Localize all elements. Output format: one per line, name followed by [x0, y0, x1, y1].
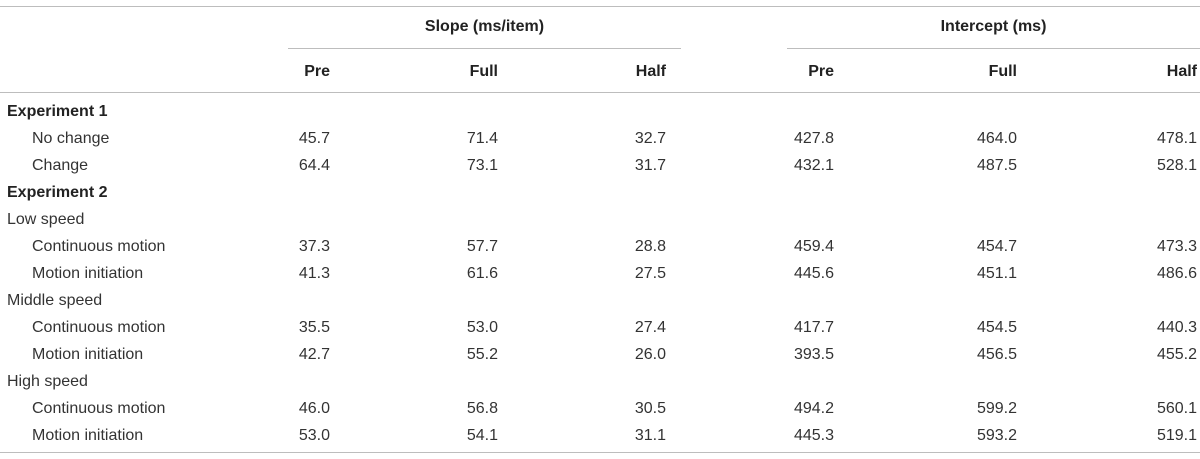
table-cell: 445.3 — [793, 427, 834, 444]
table-cell: 528.1 — [1156, 157, 1197, 174]
table-cell: 64.4 — [298, 157, 330, 174]
section-label: Experiment 2 — [7, 184, 108, 201]
table-cell: 599.2 — [976, 400, 1017, 417]
table-cell: 30.5 — [634, 400, 666, 417]
table-cell: 456.5 — [976, 346, 1017, 363]
table-cell: 454.5 — [976, 319, 1017, 336]
table-cell: 61.6 — [466, 265, 498, 282]
intercept-group-rule — [787, 48, 1200, 49]
table-cell: 494.2 — [793, 400, 834, 417]
table-cell: 459.4 — [793, 238, 834, 255]
column-header-intercept-pre: Pre — [808, 63, 834, 80]
table-cell: 32.7 — [634, 130, 666, 147]
table-cell: 26.0 — [634, 346, 666, 363]
row-label: Continuous motion — [32, 400, 166, 417]
row-label: Change — [32, 157, 89, 174]
top-rule — [0, 6, 1200, 7]
group-header-intercept: Intercept (ms) — [940, 18, 1047, 35]
column-header-slope-full: Full — [469, 63, 498, 80]
row-label: No change — [32, 130, 110, 147]
table-cell: 417.7 — [793, 319, 834, 336]
group-label: High speed — [7, 373, 88, 390]
table-cell: 71.4 — [466, 130, 498, 147]
table-cell: 53.0 — [298, 427, 330, 444]
column-header-intercept-half: Half — [1166, 63, 1197, 80]
column-header-slope-half: Half — [635, 63, 666, 80]
table-cell: 560.1 — [1156, 400, 1197, 417]
table-cell: 42.7 — [298, 346, 330, 363]
table-cell: 478.1 — [1156, 130, 1197, 147]
row-label: Continuous motion — [32, 319, 166, 336]
row-label: Motion initiation — [32, 346, 144, 363]
row-label: Motion initiation — [32, 265, 144, 282]
table-cell: 46.0 — [298, 400, 330, 417]
column-header-slope-pre: Pre — [304, 63, 330, 80]
table-cell: 27.4 — [634, 319, 666, 336]
table-cell: 57.7 — [466, 238, 498, 255]
table-cell: 31.7 — [634, 157, 666, 174]
group-label: Middle speed — [7, 292, 103, 309]
table-cell: 519.1 — [1156, 427, 1197, 444]
table-cell: 54.1 — [466, 427, 498, 444]
table-cell: 432.1 — [793, 157, 834, 174]
table-cell: 28.8 — [634, 238, 666, 255]
table-cell: 487.5 — [976, 157, 1017, 174]
table-cell: 45.7 — [298, 130, 330, 147]
slope-group-rule — [288, 48, 681, 49]
table-cell: 593.2 — [976, 427, 1017, 444]
table-cell: 53.0 — [466, 319, 498, 336]
table-cell: 440.3 — [1156, 319, 1197, 336]
column-header-intercept-full: Full — [988, 63, 1017, 80]
table-cell: 31.1 — [634, 427, 666, 444]
table-cell: 473.3 — [1156, 238, 1197, 255]
table-cell: 451.1 — [976, 265, 1017, 282]
table-cell: 486.6 — [1156, 265, 1197, 282]
row-label: Continuous motion — [32, 238, 166, 255]
table-cell: 37.3 — [298, 238, 330, 255]
section-label: Experiment 1 — [7, 103, 108, 120]
header-bottom-rule — [0, 92, 1200, 93]
bottom-rule — [0, 452, 1200, 453]
table-cell: 41.3 — [298, 265, 330, 282]
table-cell: 55.2 — [466, 346, 498, 363]
group-header-slope: Slope (ms/item) — [424, 18, 545, 35]
table-cell: 427.8 — [793, 130, 834, 147]
table-cell: 445.6 — [793, 265, 834, 282]
table-cell: 56.8 — [466, 400, 498, 417]
table-cell: 35.5 — [298, 319, 330, 336]
table-cell: 464.0 — [976, 130, 1017, 147]
table-cell: 455.2 — [1156, 346, 1197, 363]
table-cell: 454.7 — [976, 238, 1017, 255]
row-label: Motion initiation — [32, 427, 144, 444]
group-label: Low speed — [7, 211, 85, 228]
table-cell: 393.5 — [793, 346, 834, 363]
table-cell: 27.5 — [634, 265, 666, 282]
table-cell: 73.1 — [466, 157, 498, 174]
